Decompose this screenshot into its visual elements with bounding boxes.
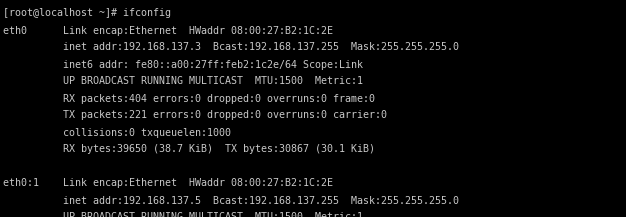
Text: UP BROADCAST RUNNING MULTICAST  MTU:1500  Metric:1: UP BROADCAST RUNNING MULTICAST MTU:1500 … bbox=[3, 77, 363, 87]
Text: eth0:1    Link encap:Ethernet  HWaddr 08:00:27:B2:1C:2E: eth0:1 Link encap:Ethernet HWaddr 08:00:… bbox=[3, 179, 333, 189]
Text: [root@localhost ~]# ifconfig: [root@localhost ~]# ifconfig bbox=[3, 8, 171, 18]
Text: TX packets:221 errors:0 dropped:0 overruns:0 carrier:0: TX packets:221 errors:0 dropped:0 overru… bbox=[3, 110, 387, 120]
Text: inet6 addr: fe80::a00:27ff:feb2:1c2e/64 Scope:Link: inet6 addr: fe80::a00:27ff:feb2:1c2e/64 … bbox=[3, 59, 363, 69]
Text: RX packets:404 errors:0 dropped:0 overruns:0 frame:0: RX packets:404 errors:0 dropped:0 overru… bbox=[3, 94, 375, 104]
Text: inet addr:192.168.137.3  Bcast:192.168.137.255  Mask:255.255.255.0: inet addr:192.168.137.3 Bcast:192.168.13… bbox=[3, 43, 459, 53]
Text: UP BROADCAST RUNNING MULTICAST  MTU:1500  Metric:1: UP BROADCAST RUNNING MULTICAST MTU:1500 … bbox=[3, 212, 363, 217]
Text: inet addr:192.168.137.5  Bcast:192.168.137.255  Mask:255.255.255.0: inet addr:192.168.137.5 Bcast:192.168.13… bbox=[3, 196, 459, 205]
Text: collisions:0 txqueuelen:1000: collisions:0 txqueuelen:1000 bbox=[3, 128, 231, 138]
Text: RX bytes:39650 (38.7 KiB)  TX bytes:30867 (30.1 KiB): RX bytes:39650 (38.7 KiB) TX bytes:30867… bbox=[3, 145, 375, 155]
Text: eth0      Link encap:Ethernet  HWaddr 08:00:27:B2:1C:2E: eth0 Link encap:Ethernet HWaddr 08:00:27… bbox=[3, 26, 333, 36]
